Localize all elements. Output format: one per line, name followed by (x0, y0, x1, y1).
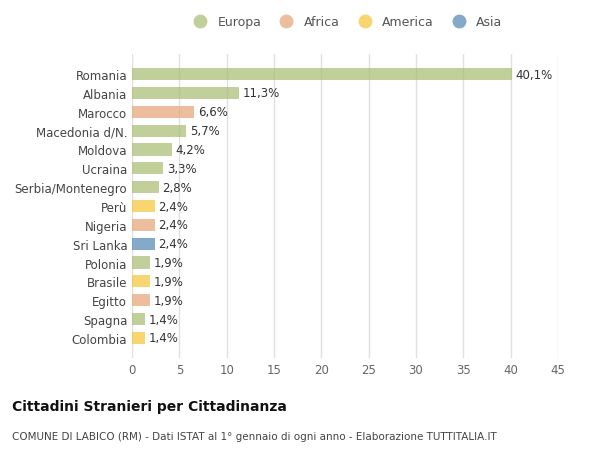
Text: Cittadini Stranieri per Cittadinanza: Cittadini Stranieri per Cittadinanza (12, 399, 287, 413)
Bar (132, 125, 186, 137)
Text: 1,4%: 1,4% (149, 313, 179, 326)
Text: 1,9%: 1,9% (154, 257, 184, 269)
Text: 6,6%: 6,6% (198, 106, 228, 119)
Bar (132, 201, 155, 213)
Bar (132, 144, 172, 156)
Text: 40,1%: 40,1% (515, 68, 553, 81)
Text: 2,4%: 2,4% (158, 238, 188, 251)
Text: 2,4%: 2,4% (158, 200, 188, 213)
Bar (132, 238, 155, 250)
Bar (132, 257, 150, 269)
Bar (132, 219, 155, 231)
Text: COMUNE DI LABICO (RM) - Dati ISTAT al 1° gennaio di ogni anno - Elaborazione TUT: COMUNE DI LABICO (RM) - Dati ISTAT al 1°… (12, 431, 497, 442)
Text: 3,3%: 3,3% (167, 162, 197, 175)
Bar (132, 182, 158, 194)
Bar (132, 163, 163, 175)
Bar (132, 69, 512, 81)
Text: 4,2%: 4,2% (176, 144, 205, 157)
Legend: Europa, Africa, America, Asia: Europa, Africa, America, Asia (187, 16, 503, 29)
Text: 1,4%: 1,4% (149, 332, 179, 345)
Bar (132, 106, 194, 119)
Text: 11,3%: 11,3% (243, 87, 280, 100)
Text: 1,9%: 1,9% (154, 275, 184, 288)
Text: 2,8%: 2,8% (162, 181, 192, 194)
Text: 5,7%: 5,7% (190, 125, 220, 138)
Bar (132, 332, 145, 344)
Bar (132, 294, 150, 307)
Text: 2,4%: 2,4% (158, 219, 188, 232)
Bar (132, 313, 145, 325)
Text: 1,9%: 1,9% (154, 294, 184, 307)
Bar (132, 276, 150, 288)
Bar (132, 88, 239, 100)
